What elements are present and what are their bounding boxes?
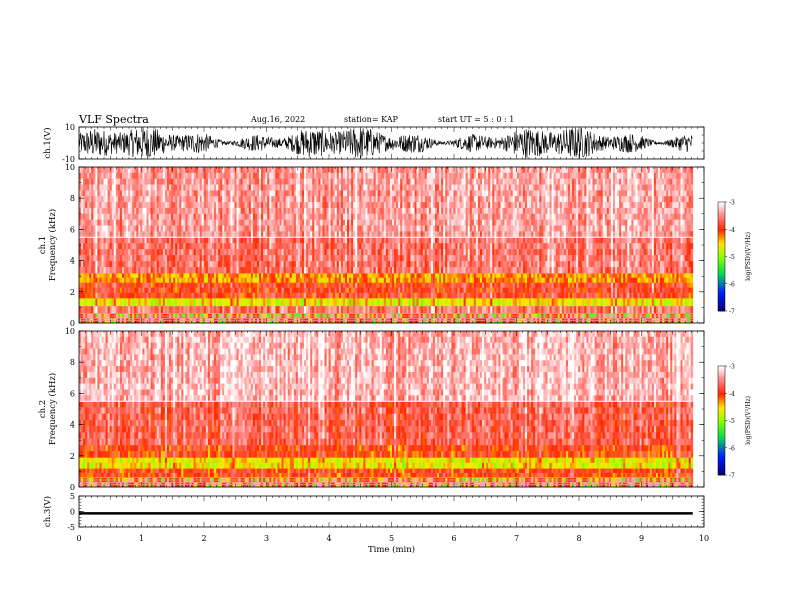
y-tick-label: 5 <box>70 492 75 501</box>
ch1-waveform-axes <box>78 126 705 160</box>
y-tick-label: 4 <box>70 257 75 266</box>
ch1-waveform-line <box>78 126 693 160</box>
start-time-label: start UT = 5 : 0 : 1 <box>438 115 515 124</box>
ch2-spectrogram-axes <box>78 330 705 488</box>
y-tick-label: 6 <box>70 225 75 234</box>
ch2-spectrogram-ylabel: ch.2Frequency (kHz) <box>38 373 58 445</box>
x-tick-label: 10 <box>699 534 709 543</box>
station-label: station= KAP <box>344 115 398 124</box>
x-tick-label: 5 <box>389 534 394 543</box>
colorbar-tick-label: -6 <box>729 281 735 288</box>
ch1-spectrogram-colorbar <box>717 201 727 312</box>
colorbar-tick-label: -3 <box>729 364 735 371</box>
colorbar-tick-label: -7 <box>729 473 735 480</box>
y-tick-label: 10 <box>65 327 75 336</box>
ch3-waveform-axes <box>78 495 705 528</box>
y-tick-label: 4 <box>70 421 75 430</box>
colorbar-label: log(PSD)(V²/Hz) <box>745 232 752 281</box>
ch2-spectrogram-colorbar <box>717 365 727 476</box>
x-tick-label: 6 <box>451 534 456 543</box>
y-tick-label: 0 <box>70 508 75 517</box>
x-tick-label: 9 <box>639 534 644 543</box>
ch1-spectrogram-axes <box>78 166 705 324</box>
y-tick-label: 10 <box>65 163 75 172</box>
y-tick-label: 2 <box>70 288 75 297</box>
ch3-waveform-ylabel: ch.3(V) <box>42 496 53 527</box>
colorbar-label: log(PSD)(V²/Hz) <box>745 396 752 445</box>
x-tick-label: 1 <box>139 534 144 543</box>
date-label: Aug.16, 2022 <box>251 115 306 124</box>
ch1-waveform-ylabel: ch.1(V) <box>42 127 53 158</box>
colorbar-tick-label: -3 <box>729 200 735 207</box>
colorbar-tick-label: -4 <box>729 391 735 398</box>
y-tick-label: 8 <box>70 358 75 367</box>
y-tick-label: 6 <box>70 389 75 398</box>
y-tick-label: 2 <box>70 452 75 461</box>
ch1-spectrogram-ylabel: ch.1Frequency (kHz) <box>38 209 58 281</box>
x-tick-label: 0 <box>76 534 81 543</box>
y-tick-label: -5 <box>67 523 75 532</box>
ch2-spectrogram-image <box>79 331 694 488</box>
colorbar-tick-label: -7 <box>729 309 735 316</box>
y-tick-label: 8 <box>70 194 75 203</box>
chart-title: VLF Spectra <box>79 113 149 126</box>
ch3-waveform-band <box>79 512 693 515</box>
colorbar-tick-label: -6 <box>729 445 735 452</box>
colorbar-tick-label: -5 <box>729 254 735 261</box>
y-tick-label: 0 <box>70 483 75 492</box>
x-axis-label: Time (min) <box>368 544 415 555</box>
x-tick-label: 2 <box>201 534 206 543</box>
y-tick-label: 10 <box>65 123 75 132</box>
x-tick-label: 4 <box>326 534 331 543</box>
x-tick-label: 7 <box>514 534 519 543</box>
colorbar-tick-label: -5 <box>729 418 735 425</box>
x-tick-label: 3 <box>264 534 269 543</box>
x-tick-label: 8 <box>576 534 581 543</box>
y-tick-label: 0 <box>70 319 75 328</box>
colorbar-tick-label: -4 <box>729 227 735 234</box>
ch1-spectrogram-image <box>79 167 694 324</box>
y-tick-label: -10 <box>62 155 75 164</box>
